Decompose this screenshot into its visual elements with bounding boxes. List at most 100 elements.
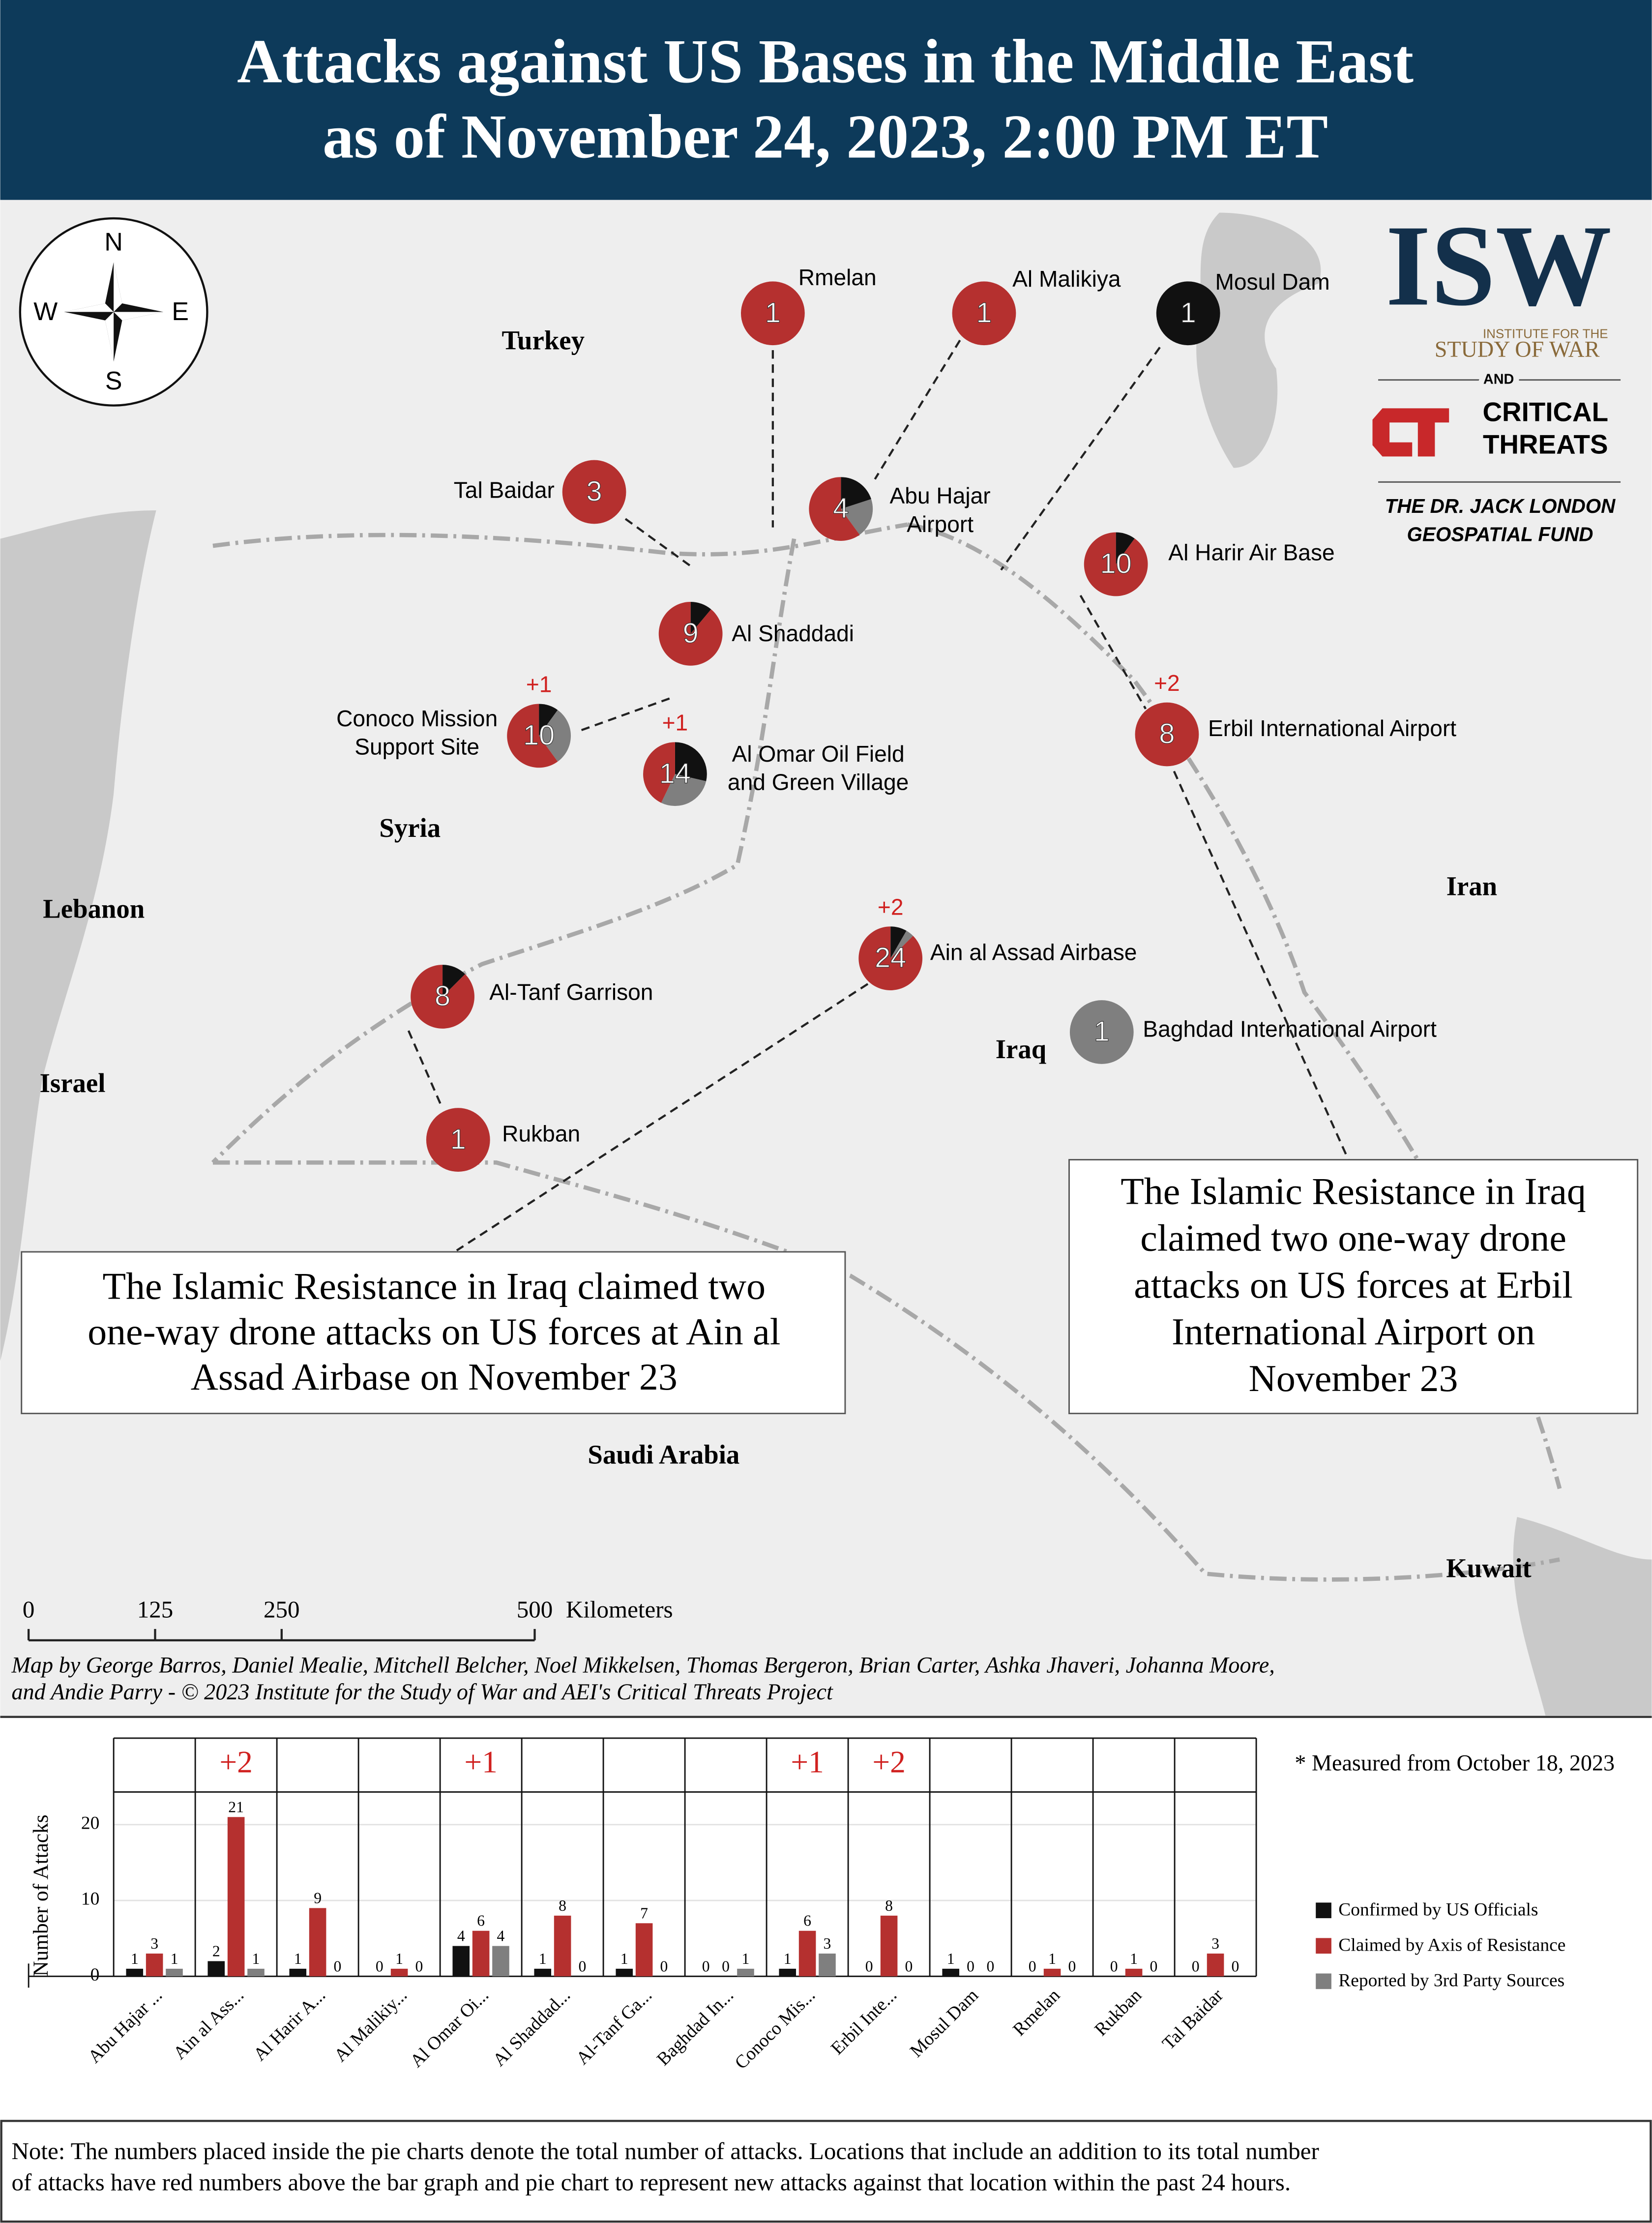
- bar: [390, 1968, 408, 1977]
- site-label: Rukban: [502, 1121, 580, 1147]
- value-label: 0: [579, 1957, 587, 1975]
- border: [212, 522, 1562, 1582]
- site-label: Conoco Mission: [336, 706, 498, 731]
- bar: [472, 1930, 490, 1977]
- scale-label: 125: [137, 1596, 174, 1623]
- value-label: 0: [1029, 1957, 1036, 1975]
- callout-box: [1068, 1159, 1639, 1415]
- value-label: 0: [1068, 1957, 1076, 1975]
- bar: [289, 1968, 307, 1977]
- bar: [452, 1946, 470, 1977]
- value-label: 8: [559, 1897, 566, 1914]
- lake: [1196, 212, 1321, 468]
- value-label: 0: [415, 1957, 423, 1975]
- logo-isw: ISW: [1386, 201, 1612, 330]
- value-label: 0: [905, 1957, 913, 1975]
- value-label: 9: [314, 1889, 322, 1906]
- site-total: 9: [683, 618, 699, 649]
- leader-line: [1173, 771, 1350, 1160]
- value-label: 0: [702, 1957, 710, 1975]
- site-new: +1: [526, 672, 552, 697]
- y-tick-label: 20: [81, 1813, 99, 1833]
- country-label: Saudi Arabia: [588, 1440, 739, 1470]
- pie-slice: [690, 601, 711, 634]
- new-label: +2: [219, 1744, 252, 1779]
- logo-text: STUDY OF WAR: [1435, 337, 1600, 362]
- site-label: Al Harir Air Base: [1168, 540, 1334, 565]
- callout-text: Assad Airbase on November 23: [191, 1356, 678, 1398]
- y-tick-label: 10: [81, 1889, 99, 1909]
- logo-text: INSTITUTE FOR THE: [1483, 327, 1608, 341]
- callout-text: The Islamic Resistance in Iraq claimed t…: [102, 1265, 766, 1307]
- site: 3 Tal Baidar: [454, 460, 626, 524]
- site-label: Support Site: [354, 734, 479, 760]
- site-label: Al-Tanf Garrison: [489, 979, 653, 1005]
- leader-line: [407, 1030, 444, 1109]
- credit: Map by George Barros, Daniel Mealie, Mit…: [11, 1652, 1275, 1677]
- compass-label: W: [33, 297, 58, 326]
- country-label: Kuwait: [1446, 1553, 1531, 1583]
- chart-note: * Measured from October 18, 2023: [1295, 1750, 1615, 1775]
- new-label: +1: [791, 1744, 824, 1779]
- callout-text: attacks on US forces at Erbil: [1134, 1264, 1573, 1306]
- legend-label: Claimed by Axis of Resistance: [1338, 1935, 1565, 1955]
- pie-slice: [426, 1108, 490, 1172]
- site-label: Tal Baidar: [454, 477, 555, 503]
- bar: [227, 1817, 245, 1977]
- value-label: 1: [620, 1950, 628, 1967]
- value-label: 0: [967, 1957, 974, 1975]
- compass-label: S: [105, 366, 122, 395]
- value-label: 0: [334, 1957, 342, 1975]
- bar: [146, 1954, 163, 1977]
- y-tick-label: 0: [90, 1965, 100, 1985]
- pie-slice: [952, 281, 1016, 346]
- bar: [554, 1915, 571, 1977]
- value-label: 4: [457, 1927, 465, 1945]
- sea: [0, 510, 156, 1361]
- legend-swatch: [1316, 1938, 1331, 1954]
- bar: [942, 1968, 960, 1977]
- site-label: Baghdad International Airport: [1143, 1016, 1437, 1041]
- callout-text: one-way drone attacks on US forces at Ai…: [88, 1310, 780, 1353]
- bar: [779, 1968, 796, 1977]
- bar: [798, 1930, 816, 1977]
- leader-line: [874, 339, 961, 480]
- legend-label: Reported by 3rd Party Sources: [1338, 1970, 1564, 1990]
- value-label: 3: [824, 1935, 831, 1952]
- country-label: Iran: [1446, 871, 1497, 901]
- border: [211, 522, 908, 1164]
- value-label: 1: [131, 1950, 139, 1967]
- title: as of November 24, 2023, 2:00 PM ET: [323, 102, 1328, 171]
- site-total: 8: [1159, 718, 1175, 750]
- site-total: 8: [435, 980, 450, 1012]
- pie-slice: [1069, 1000, 1134, 1064]
- pie-slice: [539, 704, 558, 736]
- value-label: 0: [722, 1957, 730, 1975]
- pie-slice: [1156, 281, 1220, 346]
- site: 10 Conoco Mission Support Site +1: [336, 672, 571, 768]
- site-label: Al Shaddadi: [732, 621, 854, 646]
- bar: [207, 1961, 225, 1977]
- logo-text: THREATS: [1483, 429, 1608, 460]
- site: 1 Rmelan: [741, 265, 877, 346]
- bar: [616, 1968, 633, 1977]
- leader-line: [1000, 347, 1161, 571]
- site-total: 1: [1180, 297, 1196, 328]
- value-label: 0: [376, 1957, 384, 1975]
- pie-slice: [890, 926, 907, 959]
- callout-box: [21, 1251, 846, 1415]
- callout-text: International Airport on: [1172, 1310, 1535, 1353]
- pie-slice: [841, 499, 873, 535]
- header-bar: [0, 0, 1652, 200]
- leader-line: [456, 983, 869, 1251]
- site-label: Al Omar Oil Field: [732, 741, 905, 767]
- site-label: and Green Village: [728, 770, 909, 795]
- bar: [1043, 1968, 1061, 1977]
- site-label: Rmelan: [798, 265, 877, 290]
- callout-text: claimed two one-way drone: [1140, 1217, 1566, 1259]
- bar: [309, 1908, 326, 1977]
- scale-label: 0: [23, 1596, 35, 1623]
- legend-swatch: [1316, 1902, 1331, 1919]
- value-label: 0: [865, 1957, 873, 1975]
